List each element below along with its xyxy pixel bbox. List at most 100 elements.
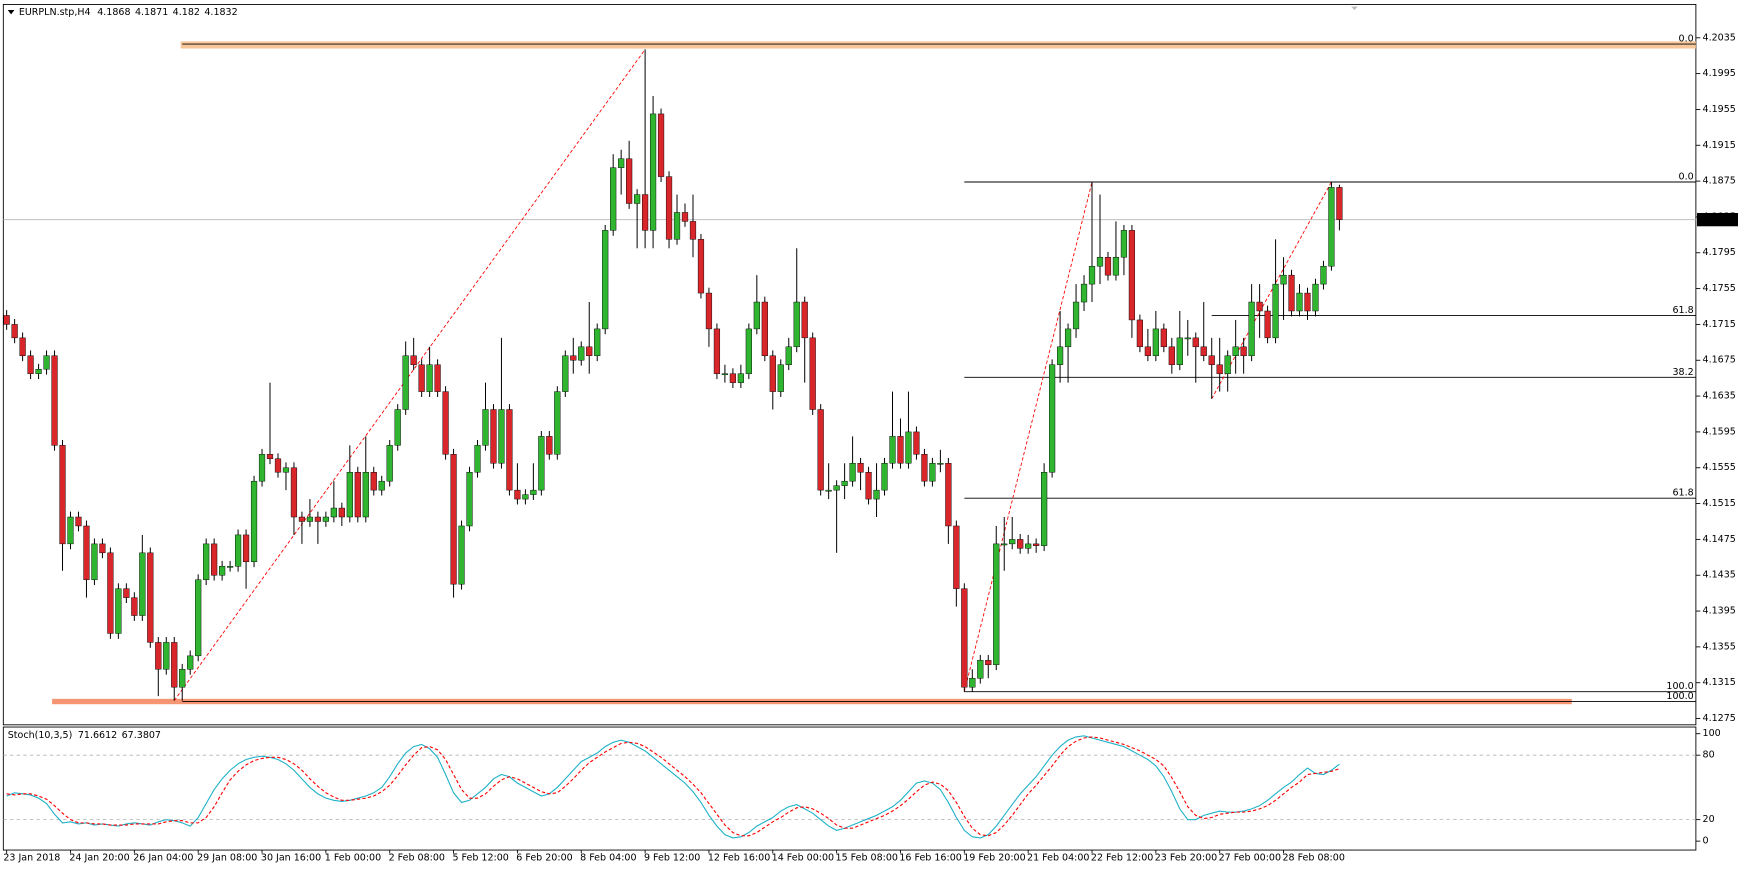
candle-body xyxy=(1009,539,1016,545)
candle-body xyxy=(314,516,321,522)
candle-body xyxy=(889,436,896,464)
candle-body xyxy=(35,368,42,374)
candle-body xyxy=(1336,187,1343,220)
candle-body xyxy=(139,552,146,616)
candle-body xyxy=(354,471,361,518)
candle-body xyxy=(985,660,992,666)
y-tick-label: 4.1475 xyxy=(1703,534,1736,545)
candle-body xyxy=(11,324,18,339)
candle-body xyxy=(1072,301,1080,330)
candle-body xyxy=(474,445,481,473)
candle-body xyxy=(67,516,74,545)
candle-body xyxy=(386,445,393,482)
candle-body xyxy=(75,516,82,527)
candle-body xyxy=(1088,265,1096,285)
candle-body xyxy=(721,373,729,376)
candle-body xyxy=(490,409,497,464)
low-value: 4.182 xyxy=(173,7,200,18)
candle-body xyxy=(211,543,218,576)
candle-body xyxy=(849,463,856,482)
y2-tick-label: 100 xyxy=(1703,728,1721,739)
candle-body xyxy=(793,301,800,348)
x-tick-label: 29 Jan 08:00 xyxy=(197,852,257,863)
candle-body xyxy=(19,337,26,356)
y2-tick-label: 0 xyxy=(1703,836,1709,847)
candle-body xyxy=(147,552,154,643)
candle-body xyxy=(242,534,250,563)
candle-body xyxy=(993,543,1000,666)
candle-body xyxy=(562,355,569,392)
candle-body xyxy=(1320,265,1327,285)
candle-body xyxy=(250,480,258,563)
candle-body xyxy=(1328,187,1335,267)
candle-body xyxy=(689,221,697,240)
candle-body xyxy=(1248,301,1255,356)
candle-body xyxy=(1256,301,1263,312)
candle-body xyxy=(1272,283,1279,339)
candle-body xyxy=(1288,274,1295,312)
candle-body xyxy=(482,409,489,446)
fib-level-label: 38.2 xyxy=(1672,367,1693,378)
candle-body xyxy=(322,516,329,522)
candle-body xyxy=(514,489,521,500)
candle-body xyxy=(578,346,585,361)
candle-body xyxy=(969,678,976,688)
candle-body xyxy=(785,346,792,365)
candle-body xyxy=(83,525,90,580)
candle-body xyxy=(458,525,465,585)
fib-level-label: 100.0 xyxy=(1666,681,1693,692)
candle-body xyxy=(1025,543,1032,549)
candle-body xyxy=(1160,328,1167,348)
candle-body xyxy=(410,355,417,365)
candle-body xyxy=(538,436,545,491)
candle-body xyxy=(402,355,409,410)
candle-body xyxy=(626,158,633,204)
current-price-box xyxy=(1696,212,1738,227)
chart-header: EURPLN.stp,H4 4.1868 4.1871 4.182 4.1832 xyxy=(19,7,238,18)
current-price-label: 4.1832 xyxy=(1701,214,1734,225)
candle-body xyxy=(634,194,641,204)
x-tick-label: 21 Feb 04:00 xyxy=(1027,852,1089,863)
candle-body xyxy=(681,212,689,222)
candle-body xyxy=(761,301,768,356)
candle-body xyxy=(618,158,625,168)
fib-level-label: 0.0 xyxy=(1679,34,1694,45)
candle-body xyxy=(641,194,649,231)
candle-body xyxy=(3,315,10,325)
y-tick-label: 4.1555 xyxy=(1703,462,1736,473)
close-value: 4.1832 xyxy=(204,7,237,18)
candle-body xyxy=(913,431,920,455)
candle-body xyxy=(1104,257,1112,276)
candle-body xyxy=(769,355,776,392)
candle-body xyxy=(1136,319,1144,348)
candle-body xyxy=(155,642,162,670)
candle-body xyxy=(171,642,178,688)
candle-body xyxy=(1152,328,1159,356)
symbol: EURPLN.stp,H4 xyxy=(19,7,91,18)
candle-body xyxy=(697,239,705,294)
candle-body xyxy=(219,566,226,576)
x-tick-label: 14 Feb 00:00 xyxy=(772,852,834,863)
candle-body xyxy=(506,409,513,491)
candle-body xyxy=(27,355,34,374)
fib-level-label: 61.8 xyxy=(1672,305,1693,316)
shift-marker xyxy=(1351,6,1358,10)
candle-body xyxy=(1224,355,1231,374)
candle-body xyxy=(306,516,314,522)
candle-body xyxy=(1216,364,1223,374)
x-tick-label: 9 Feb 12:00 xyxy=(644,852,700,863)
candle-body xyxy=(266,454,274,460)
candle-body xyxy=(1017,539,1024,549)
candle-body xyxy=(1049,364,1056,473)
candle-body xyxy=(195,579,202,657)
x-tick-label: 12 Feb 16:00 xyxy=(708,852,770,863)
candle-body xyxy=(929,463,936,482)
candle-body xyxy=(881,463,888,491)
candle-body xyxy=(673,212,681,240)
candle-body xyxy=(705,292,713,330)
candle-body xyxy=(554,391,561,455)
x-tick-label: 15 Feb 08:00 xyxy=(836,852,898,863)
candle-body xyxy=(1184,337,1191,340)
menu-arrow[interactable] xyxy=(7,9,15,15)
